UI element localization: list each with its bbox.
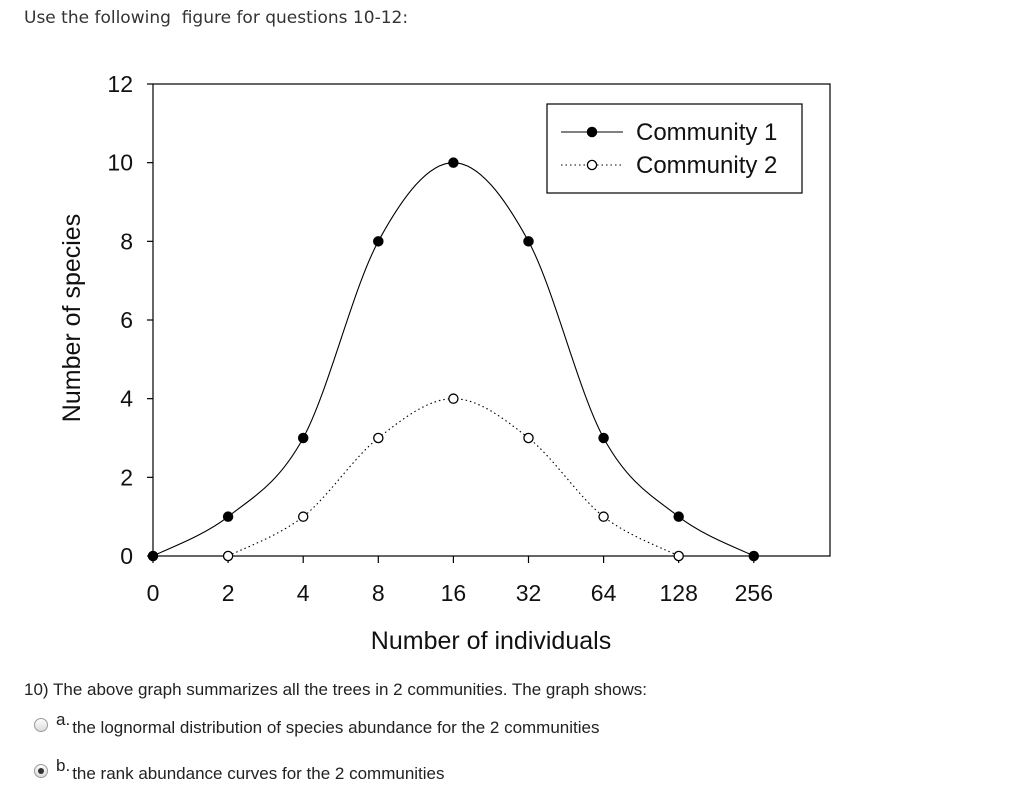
x-axis-title: Number of individuals bbox=[371, 627, 611, 655]
legend-marker-1 bbox=[586, 126, 598, 138]
markers bbox=[147, 157, 760, 562]
x-tick-label: 16 bbox=[441, 580, 467, 606]
x-tick-label: 32 bbox=[516, 580, 542, 606]
legend: Community 1 Community 2 bbox=[546, 103, 803, 194]
option-b[interactable]: b. the rank abundance curves for the 2 c… bbox=[34, 756, 445, 783]
option-b-letter: b. bbox=[56, 756, 71, 775]
series-line-2 bbox=[227, 398, 679, 557]
intro-text: Use the following figure for questions 1… bbox=[24, 8, 409, 28]
x-tick-label: 64 bbox=[591, 580, 617, 606]
option-a-letter: a. bbox=[56, 710, 71, 729]
option-a[interactable]: a. the lognormal distribution of species… bbox=[34, 710, 600, 737]
legend-label-2: Community 2 bbox=[636, 152, 777, 179]
data-point-series-2 bbox=[222, 550, 234, 562]
data-point-series-2 bbox=[673, 550, 684, 562]
radio-option-a[interactable] bbox=[34, 718, 48, 732]
data-point-series-1 bbox=[523, 236, 534, 247]
question-text: 10) The above graph summarizes all the t… bbox=[24, 680, 648, 699]
legend-label-1: Community 1 bbox=[636, 119, 777, 146]
curves bbox=[152, 162, 755, 557]
data-point-series-2 bbox=[297, 511, 309, 522]
series-line-1 bbox=[152, 162, 755, 557]
y-tick-label: 10 bbox=[107, 150, 133, 176]
data-point-series-1 bbox=[448, 157, 459, 168]
y-tick-label: 6 bbox=[120, 307, 133, 333]
radio-option-b[interactable] bbox=[34, 764, 48, 778]
axes: 0 2 4 6 8 10 12 0 2 4 8 16 32 64 128 256 Number of indiv… bbox=[58, 71, 831, 655]
x-tick-label: 128 bbox=[660, 580, 698, 606]
data-point-series-2 bbox=[523, 432, 534, 444]
legend-box bbox=[546, 103, 803, 194]
data-point-series-1 bbox=[598, 432, 609, 444]
x-tick-label: 2 bbox=[222, 580, 235, 606]
data-point-series-1 bbox=[673, 511, 684, 522]
x-tick-label: 256 bbox=[735, 580, 773, 606]
option-b-text: the rank abundance curves for the 2 comm… bbox=[72, 764, 445, 783]
data-point-series-1 bbox=[147, 550, 159, 562]
data-point-series-1 bbox=[748, 550, 760, 562]
y-tick-label: 12 bbox=[107, 71, 133, 97]
legend-marker-2 bbox=[586, 159, 598, 171]
data-point-series-1 bbox=[222, 511, 234, 522]
x-tick-label: 4 bbox=[297, 580, 310, 606]
y-axis-title: Number of species bbox=[58, 214, 86, 422]
data-point-series-2 bbox=[598, 511, 609, 522]
chart: 0 2 4 6 8 10 12 0 2 4 8 16 32 64 128 256 Number of indiv… bbox=[58, 71, 831, 655]
option-a-text: the lognormal distribution of species ab… bbox=[72, 718, 600, 737]
x-tick-label: 0 bbox=[147, 580, 160, 606]
y-tick-label: 8 bbox=[120, 228, 133, 254]
data-point-series-1 bbox=[297, 432, 309, 444]
data-point-series-2 bbox=[373, 432, 384, 444]
y-tick-label: 0 bbox=[120, 543, 133, 569]
y-tick-label: 4 bbox=[120, 386, 133, 412]
data-point-series-2 bbox=[448, 393, 459, 404]
y-tick-label: 2 bbox=[120, 464, 133, 490]
data-point-series-1 bbox=[373, 236, 384, 247]
x-tick-label: 8 bbox=[372, 580, 385, 606]
